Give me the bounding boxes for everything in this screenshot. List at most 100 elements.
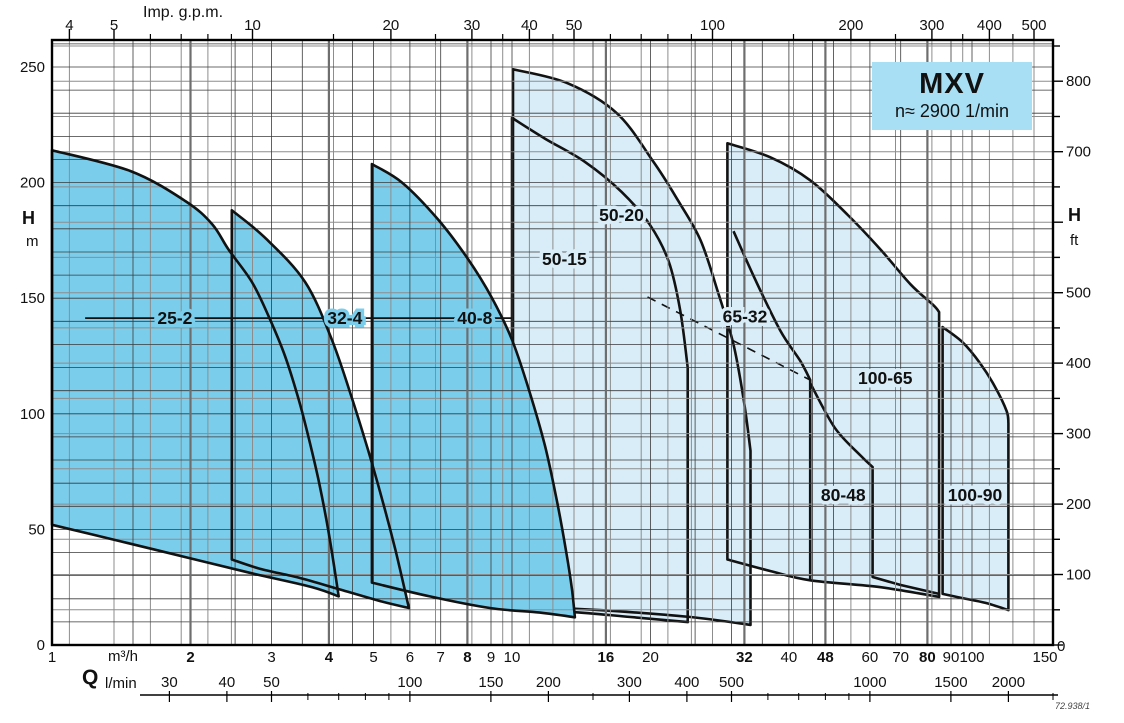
svg-text:400: 400 [977,17,1002,34]
dark-envelope-fills [52,150,575,618]
65-32-right-boundary [732,230,812,580]
envelope-label-100-65: 100-65 [858,368,913,388]
svg-text:50: 50 [28,521,45,538]
svg-text:100: 100 [1066,567,1091,584]
svg-text:2000: 2000 [992,674,1025,691]
dark-envelope-outlines [50,148,577,619]
svg-text:20: 20 [383,17,400,34]
svg-text:500: 500 [1021,17,1046,34]
svg-text:60: 60 [862,649,879,666]
bottom-axis-lmin: 30 40 50 100 150 200 300 400 500 1000 1500 2000 [140,674,1058,702]
envelope-label-80-48: 80-48 [821,485,866,505]
left-axis-title: H [22,208,35,228]
drawing-number: 72.938/1 [1054,701,1090,711]
envelope-label-25-2: 25-2 [157,308,192,328]
model-name: MXV [919,68,985,100]
right-axis-unit: ft [1070,232,1079,249]
svg-text:150: 150 [1032,649,1057,666]
envelope-label-65-32: 65-32 [723,307,768,327]
svg-text:200: 200 [536,674,561,691]
envelope-label-40-8: 40-8 [457,308,492,328]
envelope-outline-25-2 [50,148,340,598]
svg-text:100: 100 [700,17,725,34]
svg-text:80: 80 [919,649,936,666]
svg-text:30: 30 [161,674,178,691]
svg-text:5: 5 [369,649,377,666]
svg-text:300: 300 [919,17,944,34]
top-axis-unit-label: Imp. g.p.m. [143,4,224,21]
envelope-label-50-15: 50-15 [542,249,587,269]
svg-text:70: 70 [892,649,909,666]
svg-text:150: 150 [478,674,503,691]
envelope-outline-32-4 [230,209,411,610]
svg-text:4: 4 [65,17,73,34]
left-axis: 0 50 100 150 200 250 [20,59,45,654]
svg-text:700: 700 [1066,144,1091,161]
svg-text:800: 800 [1066,73,1091,90]
svg-text:200: 200 [838,17,863,34]
bottom-axis-unit-lmin: l/min [105,675,137,692]
svg-text:20: 20 [642,649,659,666]
svg-text:5: 5 [110,17,118,34]
svg-text:0: 0 [37,637,45,654]
svg-text:300: 300 [617,674,642,691]
svg-text:200: 200 [20,175,45,192]
svg-text:40: 40 [521,17,538,34]
svg-text:50: 50 [566,17,583,34]
envelope-fill-32-4 [231,210,409,609]
svg-text:10: 10 [504,649,521,666]
svg-text:48: 48 [817,649,834,666]
envelope-outline-40-8 [370,162,577,619]
svg-text:32: 32 [736,649,753,666]
envelope-labels: 25-2 32-4 40-8 50-15 50-20 65-32 100-65 80-48 10… [154,202,1006,509]
svg-text:100: 100 [959,649,984,666]
svg-text:200: 200 [1066,496,1091,513]
svg-text:100: 100 [397,674,422,691]
svg-text:6: 6 [406,649,414,666]
envelope-label-100-90: 100-90 [948,485,1003,505]
svg-text:50: 50 [263,674,280,691]
bottom-axis-m3h: 1 2 3 4 5 6 7 8 9 10 16 20 32 40 48 60 70 80 90 100 150 [48,649,1058,666]
svg-text:2: 2 [186,649,194,666]
80-48-boundary [809,382,940,596]
svg-text:9: 9 [487,649,495,666]
right-axis: 0 100 200 300 400 500 700 800 [1053,45,1091,655]
right-axis-title: H [1068,205,1081,225]
dashed-duty-line [647,296,811,381]
bottom-axis-unit-m3h: m³/h [108,648,138,665]
svg-text:500: 500 [719,674,744,691]
left-axis-unit: m [26,233,39,250]
svg-text:250: 250 [20,59,45,76]
svg-text:3: 3 [267,649,275,666]
grid-bold [189,40,929,645]
speed-rating: n≈ 2900 1/min [895,101,1009,121]
svg-text:90: 90 [943,649,960,666]
svg-text:300: 300 [1066,426,1091,443]
bottom-axis-title: Q [82,666,99,689]
svg-text:40: 40 [219,674,236,691]
svg-text:40: 40 [781,649,798,666]
svg-text:0: 0 [1057,638,1065,655]
svg-text:500: 500 [1066,285,1091,302]
svg-text:1500: 1500 [934,674,967,691]
envelope-label-50-20: 50-20 [599,205,644,225]
svg-text:10: 10 [244,17,261,34]
model-title-box: MXV n≈ 2900 1/min [872,62,1032,130]
svg-text:1000: 1000 [853,674,886,691]
grid-grey [52,40,1053,645]
svg-text:7: 7 [437,649,445,666]
top-axis: 4 5 10 20 30 40 50 100 200 300 400 500 [65,17,1047,40]
svg-text:30: 30 [464,17,481,34]
svg-text:400: 400 [1066,355,1091,372]
svg-text:400: 400 [674,674,699,691]
svg-text:8: 8 [463,649,471,666]
envelope-outline-50-15 [510,116,689,624]
svg-text:100: 100 [20,406,45,423]
svg-text:16: 16 [598,649,615,666]
svg-text:1: 1 [48,649,56,666]
svg-text:150: 150 [20,290,45,307]
envelope-label-32-4: 32-4 [327,308,362,328]
svg-text:4: 4 [325,649,334,666]
